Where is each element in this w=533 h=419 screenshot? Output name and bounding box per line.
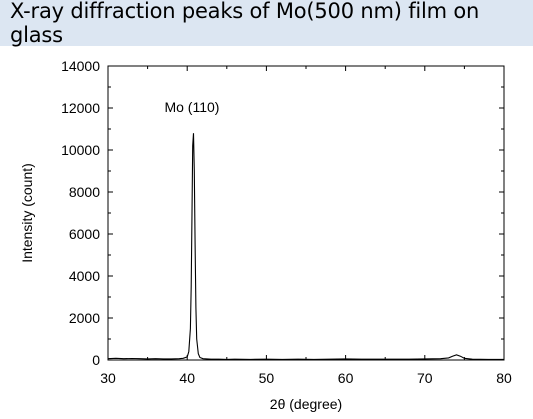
x-tick-label: 70 [417, 370, 433, 386]
x-tick-label: 50 [259, 370, 275, 386]
y-tick-label: 4000 [69, 268, 100, 284]
x-tick-label: 30 [100, 370, 116, 386]
y-tick-label: 14000 [61, 58, 100, 74]
y-tick-label: 6000 [69, 226, 100, 242]
peak-annotation: Mo (110) [164, 99, 219, 115]
y-axis-title: Intensity (count) [19, 163, 35, 263]
series-line [107, 133, 504, 360]
y-axis-ticks: 0 2000 4000 6000 8000 10000 12000 14000 [61, 58, 504, 368]
y-tick-label: 8000 [69, 184, 100, 200]
x-axis-ticks: 30 40 50 60 70 80 [100, 66, 512, 386]
x-axis-title: 2θ (degree) [270, 396, 342, 412]
x-tick-label: 60 [338, 370, 354, 386]
chart-title: X-ray diffraction peaks of Mo(500 nm) fi… [10, 0, 480, 47]
y-tick-label: 12000 [61, 100, 100, 116]
y-tick-label: 0 [92, 352, 100, 368]
y-tick-label: 2000 [69, 310, 100, 326]
x-tick-label: 40 [179, 370, 195, 386]
x-tick-label: 80 [496, 370, 512, 386]
chart-title-banner: X-ray diffraction peaks of Mo(500 nm) fi… [0, 0, 533, 47]
y-tick-label: 10000 [61, 142, 100, 158]
